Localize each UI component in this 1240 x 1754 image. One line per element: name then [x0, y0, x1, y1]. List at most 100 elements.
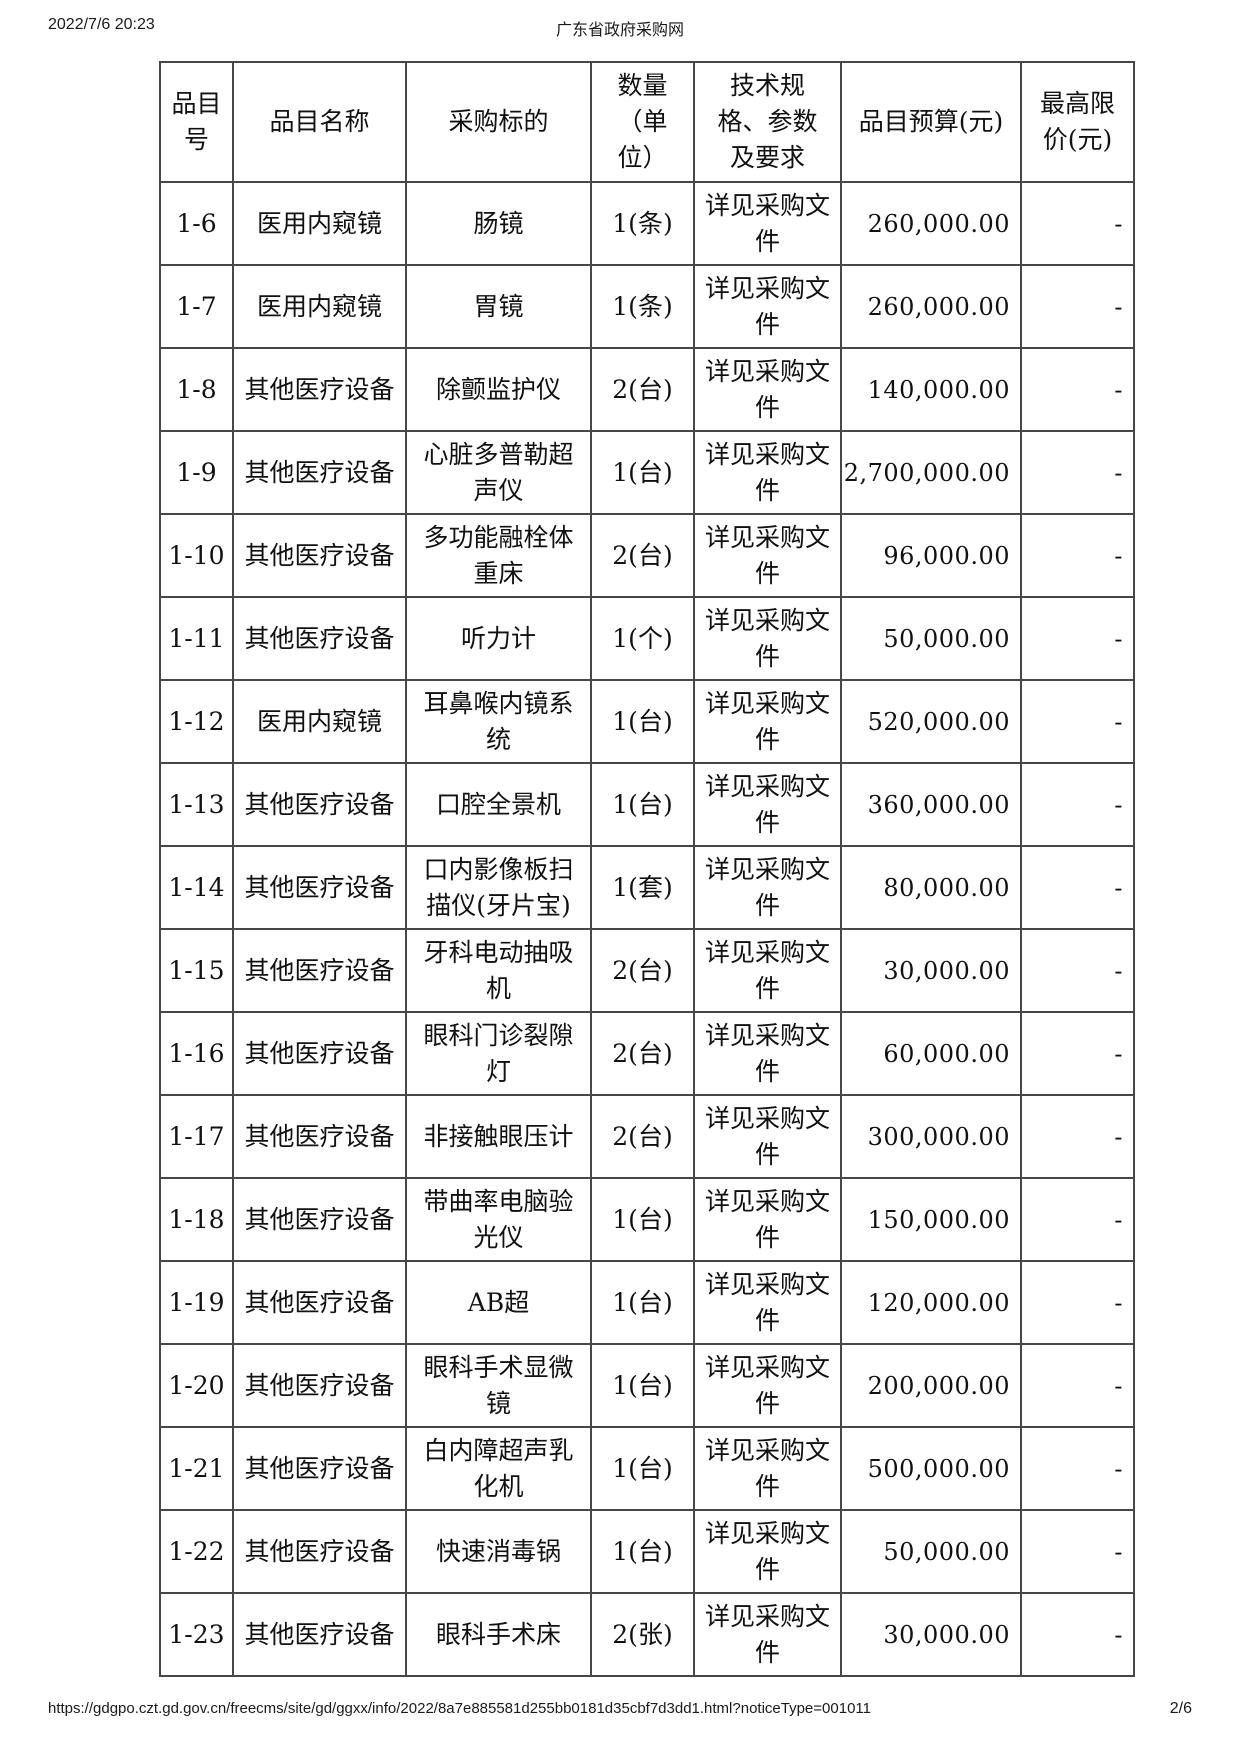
cell-item-name: 其他医疗设备: [232, 1426, 407, 1511]
table-row: 1-8 其他医疗设备 除颤监护仪 2(台) 详见采购文件 140,000.00 …: [159, 347, 1135, 432]
cell-item-name: 其他医疗设备: [232, 762, 407, 847]
table-row: 1-11 其他医疗设备 听力计 1(个) 详见采购文件 50,000.00 -: [159, 596, 1135, 681]
cell-quantity: 2(台): [590, 347, 695, 432]
table-row: 1-19 其他医疗设备 AB超 1(台) 详见采购文件 120,000.00 -: [159, 1260, 1135, 1345]
cell-max-price: -: [1020, 1509, 1135, 1594]
cell-item-no: 1-16: [159, 1011, 234, 1096]
cell-item-no: 1-11: [159, 596, 234, 681]
header-max-price: 最高限 价(元): [1020, 61, 1135, 183]
cell-item-name: 其他医疗设备: [232, 1592, 407, 1677]
cell-target: 除颤监护仪: [405, 347, 592, 432]
table-row: 1-20 其他医疗设备 眼科手术显微镜 1(台) 详见采购文件 200,000.…: [159, 1343, 1135, 1428]
cell-target: 耳鼻喉内镜系统: [405, 679, 592, 764]
cell-spec: 详见采购文件: [693, 347, 842, 432]
cell-spec: 详见采购文件: [693, 181, 842, 266]
cell-spec: 详见采购文件: [693, 1094, 842, 1179]
cell-max-price: -: [1020, 1094, 1135, 1179]
cell-item-no: 1-7: [159, 264, 234, 349]
cell-target: 肠镜: [405, 181, 592, 266]
cell-max-price: -: [1020, 596, 1135, 681]
cell-target: 多功能融栓体重床: [405, 513, 592, 598]
cell-target: 牙科电动抽吸机: [405, 928, 592, 1013]
cell-item-no: 1-19: [159, 1260, 234, 1345]
table-row: 1-9 其他医疗设备 心脏多普勒超声仪 1(台) 详见采购文件 2,700,00…: [159, 430, 1135, 515]
cell-target: 眼科手术床: [405, 1592, 592, 1677]
header-quantity: 数量 （单 位）: [590, 61, 695, 183]
cell-max-price: -: [1020, 762, 1135, 847]
cell-quantity: 1(台): [590, 1343, 695, 1428]
cell-budget: 50,000.00: [840, 596, 1022, 681]
cell-item-name: 其他医疗设备: [232, 1509, 407, 1594]
cell-item-no: 1-22: [159, 1509, 234, 1594]
cell-spec: 详见采购文件: [693, 845, 842, 930]
cell-item-no: 1-17: [159, 1094, 234, 1179]
cell-quantity: 2(台): [590, 1094, 695, 1179]
cell-target: 口腔全景机: [405, 762, 592, 847]
cell-item-name: 其他医疗设备: [232, 1343, 407, 1428]
cell-budget: 140,000.00: [840, 347, 1022, 432]
header-budget: 品目预算(元): [840, 61, 1022, 183]
table-row: 1-16 其他医疗设备 眼科门诊裂隙灯 2(台) 详见采购文件 60,000.0…: [159, 1011, 1135, 1096]
cell-budget: 260,000.00: [840, 264, 1022, 349]
cell-target: 听力计: [405, 596, 592, 681]
cell-max-price: -: [1020, 1343, 1135, 1428]
cell-item-no: 1-9: [159, 430, 234, 515]
table-row: 1-13 其他医疗设备 口腔全景机 1(台) 详见采购文件 360,000.00…: [159, 762, 1135, 847]
cell-max-price: -: [1020, 928, 1135, 1013]
cell-max-price: -: [1020, 264, 1135, 349]
cell-budget: 200,000.00: [840, 1343, 1022, 1428]
cell-item-name: 其他医疗设备: [232, 1177, 407, 1262]
cell-quantity: 2(台): [590, 513, 695, 598]
cell-spec: 详见采购文件: [693, 1509, 842, 1594]
cell-item-no: 1-8: [159, 347, 234, 432]
cell-item-name: 医用内窥镜: [232, 264, 407, 349]
table-row: 1-23 其他医疗设备 眼科手术床 2(张) 详见采购文件 30,000.00 …: [159, 1592, 1135, 1677]
cell-item-no: 1-18: [159, 1177, 234, 1262]
cell-item-no: 1-14: [159, 845, 234, 930]
cell-spec: 详见采购文件: [693, 596, 842, 681]
cell-spec: 详见采购文件: [693, 1426, 842, 1511]
cell-spec: 详见采购文件: [693, 1592, 842, 1677]
cell-budget: 2,700,000.00: [840, 430, 1022, 515]
cell-target: 非接触眼压计: [405, 1094, 592, 1179]
cell-item-name: 医用内窥镜: [232, 181, 407, 266]
page-number: 2/6: [1169, 1700, 1192, 1717]
cell-budget: 300,000.00: [840, 1094, 1022, 1179]
cell-quantity: 2(台): [590, 928, 695, 1013]
cell-budget: 360,000.00: [840, 762, 1022, 847]
cell-item-no: 1-23: [159, 1592, 234, 1677]
table-row: 1-22 其他医疗设备 快速消毒锅 1(台) 详见采购文件 50,000.00 …: [159, 1509, 1135, 1594]
cell-spec: 详见采购文件: [693, 264, 842, 349]
cell-item-name: 其他医疗设备: [232, 513, 407, 598]
header-spec: 技术规 格、参数 及要求: [693, 61, 842, 183]
print-timestamp: 2022/7/6 20:23: [48, 16, 155, 33]
cell-item-no: 1-12: [159, 679, 234, 764]
cell-item-no: 1-21: [159, 1426, 234, 1511]
cell-spec: 详见采购文件: [693, 1011, 842, 1096]
cell-spec: 详见采购文件: [693, 762, 842, 847]
table-row: 1-14 其他医疗设备 口内影像板扫描仪(牙片宝) 1(套) 详见采购文件 80…: [159, 845, 1135, 930]
cell-max-price: -: [1020, 1426, 1135, 1511]
cell-target: 口内影像板扫描仪(牙片宝): [405, 845, 592, 930]
cell-item-name: 医用内窥镜: [232, 679, 407, 764]
cell-item-name: 其他医疗设备: [232, 596, 407, 681]
cell-spec: 详见采购文件: [693, 1343, 842, 1428]
cell-item-name: 其他医疗设备: [232, 928, 407, 1013]
cell-quantity: 1(台): [590, 1426, 695, 1511]
cell-max-price: -: [1020, 845, 1135, 930]
cell-budget: 260,000.00: [840, 181, 1022, 266]
table-header: 品目 号 品目名称 采购标的 数量 （单 位） 技术规 格、参数 及要求 品目预…: [159, 61, 1135, 183]
cell-quantity: 1(个): [590, 596, 695, 681]
cell-budget: 60,000.00: [840, 1011, 1022, 1096]
cell-quantity: 2(台): [590, 1011, 695, 1096]
cell-item-name: 其他医疗设备: [232, 430, 407, 515]
cell-item-name: 其他医疗设备: [232, 845, 407, 930]
table-row: 1-6 医用内窥镜 肠镜 1(条) 详见采购文件 260,000.00 -: [159, 181, 1135, 266]
cell-quantity: 1(条): [590, 181, 695, 266]
cell-target: 眼科手术显微镜: [405, 1343, 592, 1428]
cell-quantity: 1(台): [590, 762, 695, 847]
cell-max-price: -: [1020, 513, 1135, 598]
cell-budget: 30,000.00: [840, 928, 1022, 1013]
cell-item-name: 其他医疗设备: [232, 1011, 407, 1096]
